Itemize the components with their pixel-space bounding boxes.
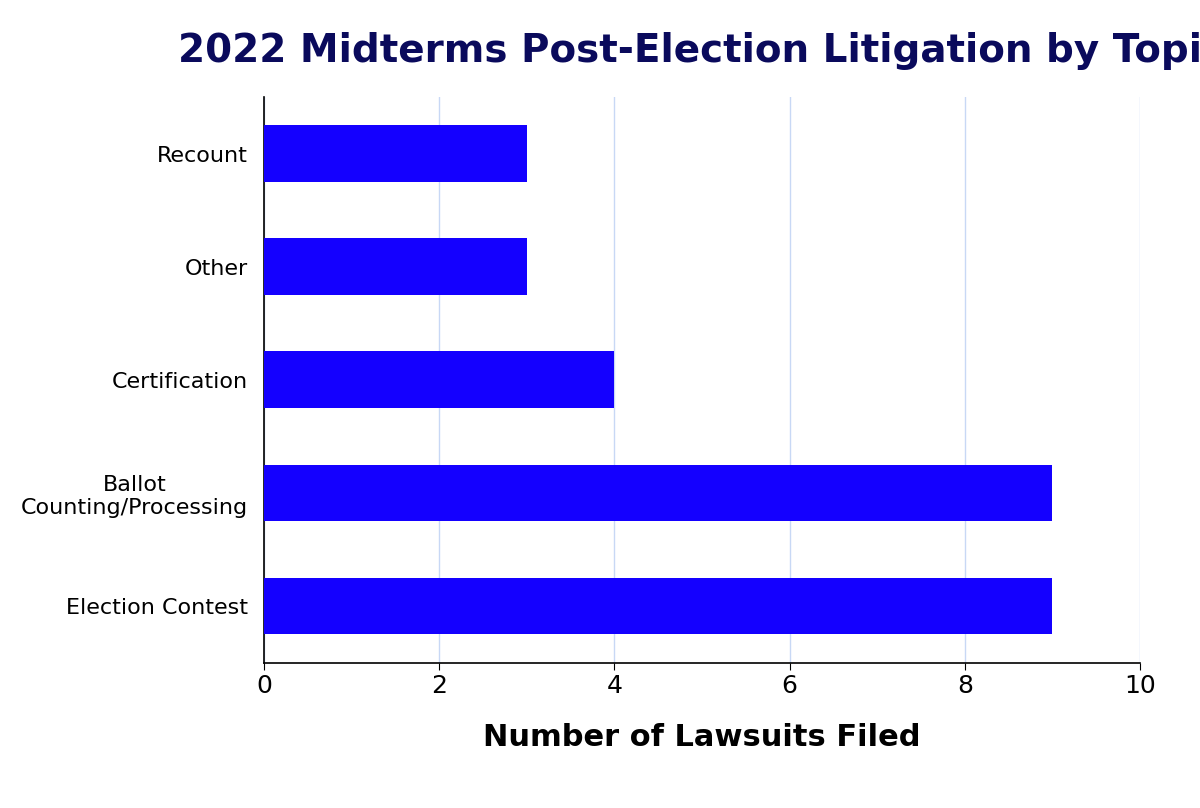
Bar	[264, 351, 614, 408]
X-axis label: Number of Lawsuits Filed: Number of Lawsuits Filed	[484, 723, 920, 752]
Bar	[264, 578, 1052, 634]
Bar	[264, 238, 527, 295]
Bar	[264, 465, 1052, 521]
Bar	[264, 125, 527, 182]
Title: 2022 Midterms Post-Election Litigation by Topic: 2022 Midterms Post-Election Litigation b…	[179, 32, 1200, 70]
